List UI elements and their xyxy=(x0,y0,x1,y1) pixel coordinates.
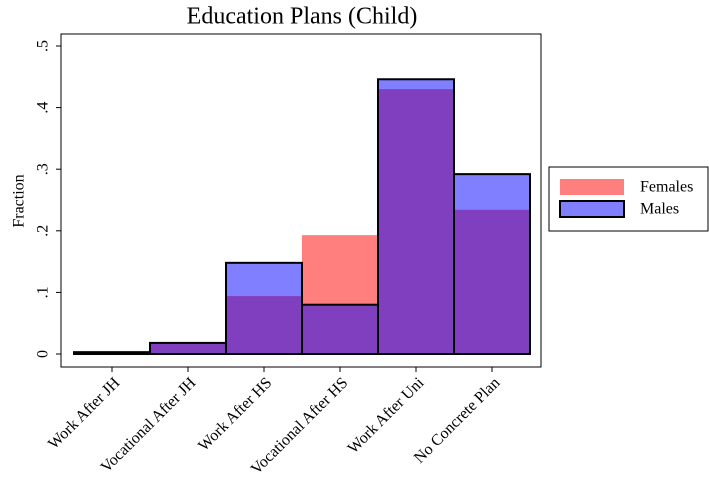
bar xyxy=(453,173,531,355)
y-tick-label: .3 xyxy=(35,163,52,175)
bar xyxy=(73,351,151,356)
y-tick-label: .1 xyxy=(35,286,52,298)
chart-title: Education Plans (Child) xyxy=(187,4,418,30)
y-tick-label: .4 xyxy=(35,102,52,114)
legend-label: Females xyxy=(640,179,693,196)
legend-box xyxy=(548,166,709,232)
bar xyxy=(149,341,227,355)
y-tick-label: .5 xyxy=(35,40,52,52)
bar xyxy=(377,78,455,355)
y-tick-label: 0 xyxy=(35,350,52,358)
bar xyxy=(225,261,303,355)
legend-swatch xyxy=(560,179,624,195)
legend-label: Males xyxy=(640,201,679,218)
legend-swatch xyxy=(559,200,625,218)
y-axis-label: Fraction xyxy=(11,174,28,227)
y-tick-label: .2 xyxy=(35,225,52,237)
bar xyxy=(301,303,379,355)
